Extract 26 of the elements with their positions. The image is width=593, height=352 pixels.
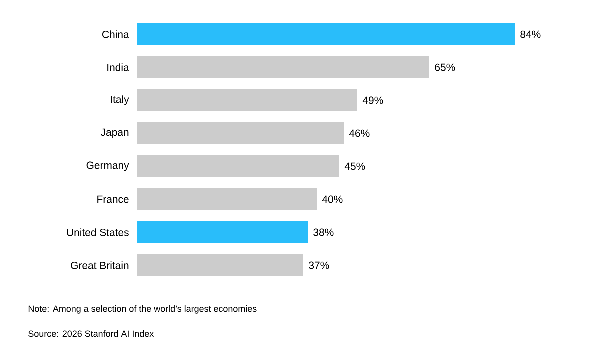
data-label: 37% — [309, 262, 330, 270]
bar — [137, 222, 308, 244]
bar — [137, 24, 515, 46]
data-label: 49% — [362, 96, 384, 104]
y-tick-label: China — [102, 30, 130, 38]
text: Note: Among a selection of the world’s largest economies — [28, 306, 257, 314]
source-note: Source: 2026 Stanford AI Index — [28, 330, 154, 338]
bar — [137, 156, 340, 178]
data-label: 38% — [314, 228, 334, 236]
bar — [137, 90, 358, 112]
data-label: 46% — [349, 130, 370, 138]
data-label: 45% — [344, 162, 366, 170]
y-tick-label: United States — [67, 228, 129, 236]
data-label: 84% — [520, 30, 541, 38]
data-label: 65% — [435, 64, 456, 72]
data-label: 40% — [322, 196, 343, 204]
y-tick-label: Great Britain — [71, 262, 129, 270]
y-tick-label: India — [108, 64, 130, 72]
bar — [137, 254, 304, 277]
bar — [137, 56, 430, 79]
y-tick-label: France — [98, 196, 129, 204]
bar — [137, 122, 344, 145]
y-tick-label: Japan — [100, 128, 129, 138]
y-tick-label: Germany — [86, 162, 130, 172]
y-tick-label: Italy — [111, 96, 130, 106]
bar — [137, 188, 317, 211]
